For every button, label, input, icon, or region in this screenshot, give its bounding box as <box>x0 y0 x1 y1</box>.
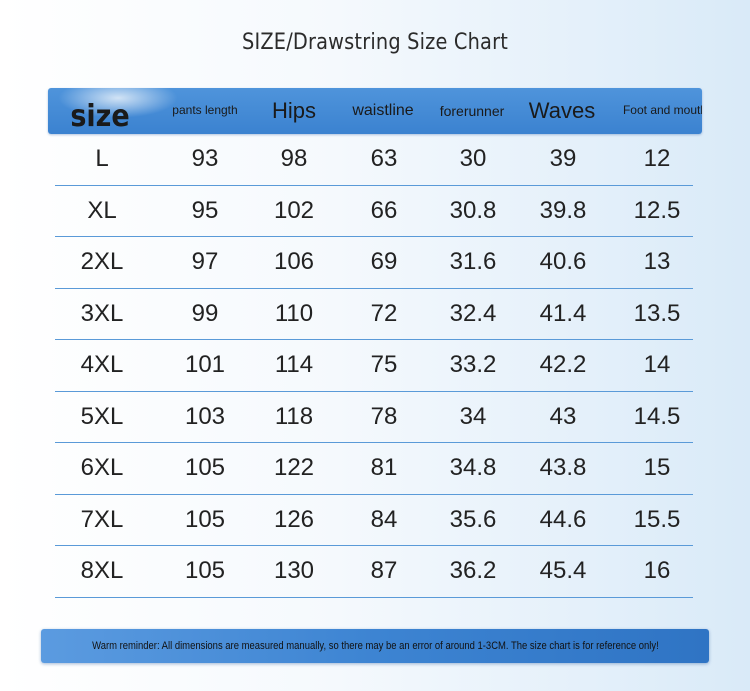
cell-size: XL <box>87 196 117 224</box>
cell-forerunner: 32.4 <box>449 299 497 327</box>
table-row: 6XL 105 122 81 34.8 43.8 15 <box>55 443 693 495</box>
header-foot-and-mouth: Foot and mouth <box>622 103 702 118</box>
header-forerunner: forerunner <box>439 102 505 119</box>
cell-waves: 42.2 <box>539 351 587 379</box>
table-row: 3XL 99 110 72 32.4 41.4 13.5 <box>55 289 693 340</box>
cell-waistline: 84 <box>370 505 398 533</box>
table-row: L 93 98 63 30 39 12 <box>55 134 693 186</box>
cell-waves: 41.4 <box>539 299 587 327</box>
cell-size: 4XL <box>80 351 124 379</box>
cell-waves: 43.8 <box>539 454 587 482</box>
cell-size: 3XL <box>80 299 124 327</box>
cell-forerunner: 36.2 <box>449 557 497 585</box>
cell-waistline: 69 <box>370 248 398 276</box>
cell-hips: 126 <box>273 505 315 533</box>
header-pants-length: pants length <box>172 103 238 118</box>
table-row: 2XL 97 106 69 31.6 40.6 13 <box>55 237 693 289</box>
cell-waves: 40.6 <box>539 248 587 276</box>
cell-pants-length: 105 <box>184 505 226 533</box>
cell-foot-and-mouth: 14.5 <box>633 402 681 430</box>
cell-hips: 110 <box>274 299 314 327</box>
cell-hips: 114 <box>274 351 314 379</box>
table-row: 7XL 105 126 84 35.6 44.6 15.5 <box>55 495 693 546</box>
cell-pants-length: 95 <box>191 196 219 224</box>
cell-waistline: 78 <box>370 402 398 430</box>
cell-hips: 98 <box>280 145 308 173</box>
table-row: 8XL 105 130 87 36.2 45.4 16 <box>55 546 693 598</box>
reminder-banner: Warm reminder: All dimensions are measur… <box>41 629 709 663</box>
cell-pants-length: 101 <box>184 351 226 379</box>
cell-size: 7XL <box>80 505 124 533</box>
cell-forerunner: 30 <box>459 145 487 173</box>
cell-foot-and-mouth: 15.5 <box>633 505 681 533</box>
header-hips: Hips <box>271 98 316 124</box>
cell-forerunner: 30.8 <box>449 196 497 224</box>
cell-waistline: 81 <box>370 454 398 482</box>
cell-waistline: 75 <box>370 351 398 379</box>
cell-waves: 44.6 <box>539 505 587 533</box>
table-row: 4XL 101 114 75 33.2 42.2 14 <box>55 340 693 392</box>
cell-size: L <box>95 145 109 173</box>
cell-pants-length: 99 <box>191 299 219 327</box>
cell-forerunner: 34 <box>459 402 487 430</box>
cell-waves: 43 <box>549 402 577 430</box>
cell-waves: 39.8 <box>539 196 587 224</box>
cell-waves: 39 <box>549 145 577 173</box>
cell-hips: 122 <box>273 454 315 482</box>
cell-waistline: 63 <box>370 145 398 173</box>
cell-foot-and-mouth: 13.5 <box>633 299 681 327</box>
cell-forerunner: 33.2 <box>449 351 497 379</box>
cell-waistline: 72 <box>370 299 398 327</box>
table-row: 5XL 103 118 78 34 43 14.5 <box>55 392 693 443</box>
cell-size: 6XL <box>80 454 124 482</box>
cell-hips: 118 <box>274 402 314 430</box>
header-size: size <box>70 98 130 134</box>
table-row: XL 95 102 66 30.8 39.8 12.5 <box>55 186 693 237</box>
cell-hips: 102 <box>273 196 315 224</box>
cell-forerunner: 34.8 <box>449 454 497 482</box>
cell-foot-and-mouth: 12.5 <box>633 196 681 224</box>
cell-pants-length: 93 <box>191 145 219 173</box>
header-waves: Waves <box>528 98 596 124</box>
cell-forerunner: 31.6 <box>449 248 497 276</box>
cell-pants-length: 103 <box>184 402 226 430</box>
cell-waistline: 87 <box>370 557 398 585</box>
cell-size: 2XL <box>80 248 124 276</box>
page-title: SIZE/Drawstring Size Chart <box>241 30 508 55</box>
cell-size: 8XL <box>80 557 124 585</box>
cell-waistline: 66 <box>370 196 398 224</box>
table-header: size pants length Hips waistline forerun… <box>48 88 702 134</box>
cell-foot-and-mouth: 12 <box>643 145 671 173</box>
cell-foot-and-mouth: 15 <box>643 454 671 482</box>
reminder-text: Warm reminder: All dimensions are measur… <box>91 640 659 652</box>
cell-pants-length: 105 <box>184 557 226 585</box>
cell-foot-and-mouth: 16 <box>643 557 671 585</box>
cell-forerunner: 35.6 <box>449 505 497 533</box>
cell-pants-length: 105 <box>184 454 226 482</box>
cell-pants-length: 97 <box>191 248 219 276</box>
cell-hips: 106 <box>273 248 315 276</box>
cell-foot-and-mouth: 13 <box>643 248 671 276</box>
header-waistline: waistline <box>352 101 414 119</box>
size-table-body: L 93 98 63 30 39 12 XL 95 102 66 30.8 39… <box>55 134 693 598</box>
cell-size: 5XL <box>80 402 124 430</box>
cell-hips: 130 <box>273 557 315 585</box>
cell-waves: 45.4 <box>539 557 587 585</box>
cell-foot-and-mouth: 14 <box>643 351 671 379</box>
